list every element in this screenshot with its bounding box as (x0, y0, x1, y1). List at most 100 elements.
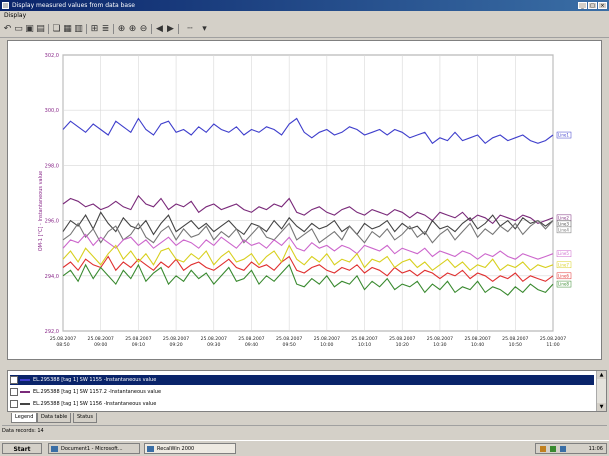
volume-icon[interactable] (560, 446, 566, 452)
task-label: Document1 - Microsoft... (61, 446, 123, 452)
minimize-button[interactable]: _ (578, 2, 587, 9)
legend-row[interactable]: EL.295388 [tag 1] SW 1157.2 -Instantaneo… (10, 387, 594, 397)
legend-swatch (20, 390, 30, 393)
separator (178, 24, 179, 34)
tray-icon[interactable] (550, 446, 556, 452)
window-title: Display measured values from data base (12, 2, 135, 9)
y-tick-label: 292,0 (45, 329, 59, 335)
x-axis: 25.08.2007 08:50 25.08.2007 09:00 25.08.2007… (50, 336, 566, 348)
series-line (62, 219, 554, 244)
series-label-box (556, 261, 572, 269)
separator (86, 24, 87, 34)
legend-checkbox[interactable] (10, 399, 18, 408)
series-label: Line1 (558, 133, 569, 138)
title-bar: Display measured values from data base _… (0, 0, 609, 11)
x-tick-label: 25.08.2007 10:30 (427, 336, 453, 348)
separator (151, 24, 152, 34)
series-label: Line2 (558, 215, 569, 220)
scroll-down-icon[interactable]: ▼ (597, 403, 606, 411)
tab-status[interactable]: Status (73, 413, 97, 423)
separator (113, 24, 114, 34)
x-tick-label: 25.08.2007 09:20 (163, 336, 189, 348)
y-axis-label: OM-1 [°C] - Instantaneous value (38, 171, 44, 252)
series-label-box (556, 250, 572, 257)
app-icon (2, 2, 9, 9)
copy-icon[interactable]: ❏ (52, 24, 61, 34)
open-icon[interactable]: ▭ (14, 24, 23, 34)
series-label: Line8 (558, 282, 569, 287)
legend-swatch (20, 378, 30, 381)
x-tick-label: 25.08.2007 09:30 (201, 336, 227, 348)
print-preview-icon[interactable]: ▤ (36, 24, 45, 34)
back-icon[interactable]: ◀ (156, 24, 163, 34)
series-line (62, 117, 554, 145)
zoom-out-icon[interactable]: ⊖ (139, 24, 148, 34)
series-line (62, 263, 554, 296)
series-label-box (556, 272, 572, 280)
toolbar: ↶ ▭ ▣ ▤ ❏ ▦ ▥ ⊞ ≣ ⊕ ⊕ ⊖ ◀ ▶ ┄ ▾ (0, 21, 609, 38)
forward-icon[interactable]: ▶ (167, 24, 174, 34)
system-tray: 11:06 (535, 443, 607, 454)
maximize-button[interactable]: □ (588, 2, 597, 9)
x-tick-label: 25.08.2007 08:50 (50, 336, 76, 348)
x-tick-label: 25.08.2007 10:40 (464, 336, 490, 348)
tray-icon[interactable] (540, 446, 546, 452)
chart-series (62, 117, 554, 296)
tab-data-table[interactable]: Data table (37, 413, 72, 423)
series-label-box (556, 131, 572, 139)
series-line (62, 233, 554, 260)
scroll-up-icon[interactable]: ▲ (597, 371, 606, 379)
series-label: Line3 (558, 221, 569, 226)
series-label: Line6 (558, 273, 569, 278)
series-line (62, 244, 554, 272)
tab-legend[interactable]: Legend (11, 413, 38, 423)
series-line (62, 211, 554, 236)
clock: 11:06 (588, 446, 603, 452)
taskbar-item-recalwin[interactable]: RecalWin 2000 (144, 443, 236, 454)
menu-display[interactable]: Display (4, 12, 27, 19)
legend-scrollbar[interactable]: ▲ ▼ (596, 371, 606, 411)
series-label: Line4 (558, 227, 569, 232)
app-icon (147, 446, 154, 452)
y-tick-label: 296,0 (45, 219, 59, 225)
x-tick-label: 25.08.2007 09:10 (125, 336, 151, 348)
paste-icon[interactable]: ▦ (63, 24, 72, 34)
legend-checkbox[interactable] (10, 375, 18, 384)
x-tick-label: 25.08.2007 10:50 (502, 336, 528, 348)
word-icon (51, 446, 58, 452)
taskbar: Start Document1 - Microsoft... RecalWin … (0, 440, 609, 456)
legend-row-label: EL.295388 [tag 1] SW 1155 -Instantaneous… (33, 377, 157, 383)
status-text: Data records: 14 (2, 428, 44, 434)
dropdown-icon[interactable]: ▾ (202, 24, 207, 34)
main-window: Display measured values from data base _… (0, 0, 609, 434)
start-button[interactable]: Start (2, 443, 42, 454)
task-label: RecalWin 2000 (157, 446, 195, 452)
save-icon[interactable]: ▣ (25, 24, 34, 34)
legend-row-label: EL.295388 [tag 1] SW 1156 -Instantaneous… (33, 401, 157, 407)
series-label: Line7 (558, 262, 569, 267)
properties-icon[interactable]: ▥ (74, 24, 83, 34)
legend-row[interactable]: EL.295388 [tag 1] SW 1155 -Instantaneous… (10, 375, 594, 385)
legend-checkbox[interactable] (10, 387, 18, 396)
legend-row[interactable]: EL.295388 [tag 1] SW 1156 -Instantaneous… (10, 399, 594, 409)
chart-panel: 302,0 300,0 298,0 296,0 294,0 292,0 25.08.200… (7, 40, 602, 360)
lines-icon[interactable]: ┄ (187, 24, 193, 34)
separator (48, 24, 49, 34)
legend-icon[interactable]: ≣ (101, 24, 110, 34)
zoom-icon[interactable]: ⊕ (117, 24, 126, 34)
series-label: Line5 (558, 251, 569, 256)
legend-swatch (20, 402, 30, 405)
x-tick-label: 25.08.2007 10:00 (314, 336, 340, 348)
line-chart: 302,0 300,0 298,0 296,0 294,0 292,0 25.08.200… (38, 53, 572, 348)
x-tick-label: 25.08.2007 09:50 (276, 336, 302, 348)
zoom-in-icon[interactable]: ⊕ (128, 24, 137, 34)
taskbar-item-document[interactable]: Document1 - Microsoft... (48, 443, 140, 454)
grid-icon[interactable]: ⊞ (90, 24, 99, 34)
y-tick-label: 294,0 (45, 274, 59, 280)
legend-row-label: EL.295388 [tag 1] SW 1157.2 -Instantaneo… (33, 389, 162, 395)
x-tick-label: 25.08.2007 09:00 (88, 336, 114, 348)
undo-icon[interactable]: ↶ (3, 24, 12, 34)
y-axis: 302,0 300,0 298,0 296,0 294,0 292,0 (45, 53, 59, 335)
close-button[interactable]: × (598, 2, 607, 9)
